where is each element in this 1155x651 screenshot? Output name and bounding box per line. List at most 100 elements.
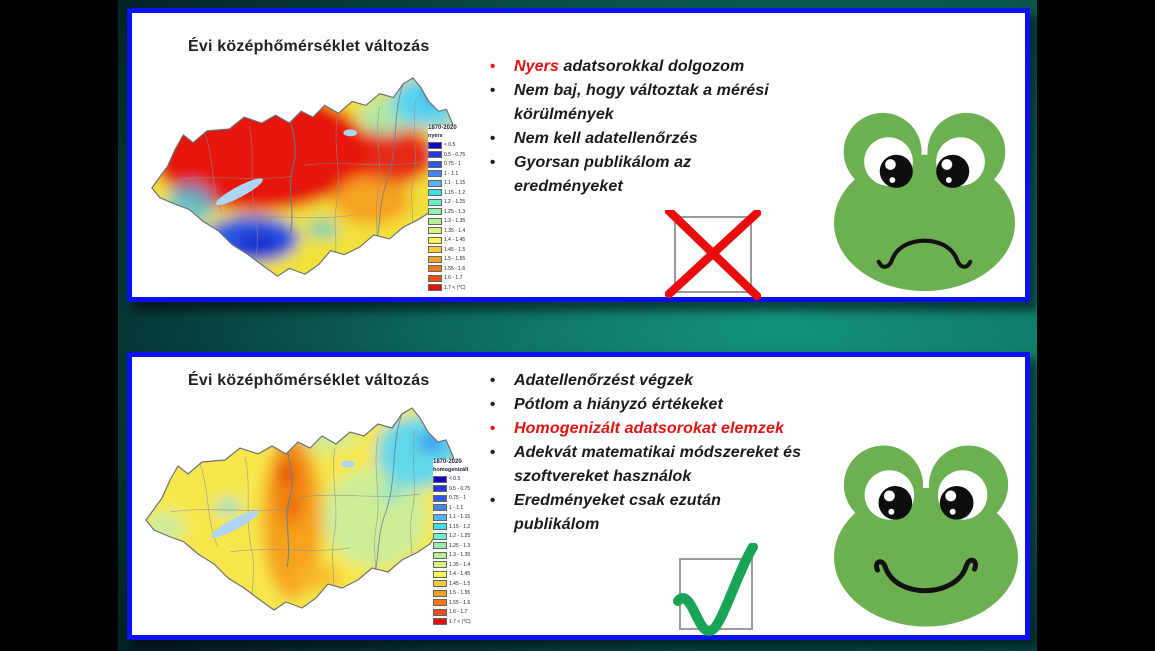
bullet-item: • Pótlom a hiányzó értékeket xyxy=(490,393,795,417)
bullet-item: • Homogenizált adatsorokat elemzek xyxy=(490,417,795,441)
sad-frog-icon xyxy=(832,110,1017,292)
bullet-text: Nyers adatsorokkal dolgozom xyxy=(514,55,744,79)
legend-swatch xyxy=(428,141,442,149)
legend-swatch xyxy=(433,494,447,502)
legend-swatch xyxy=(428,170,442,178)
legend-row: 0.5 - 0.75 xyxy=(428,150,488,160)
legend-swatch xyxy=(428,274,442,282)
legend-swatch xyxy=(428,151,442,159)
legend-row: 1.2 - 1.25 xyxy=(433,531,493,541)
legend-row: 1.3 - 1.35 xyxy=(433,550,493,560)
legend-row: 1.1 - 1.15 xyxy=(428,178,488,188)
legend-label: 1.3 - 1.35 xyxy=(444,218,466,224)
bullet-text: Eredményeket csak ezután publikálom xyxy=(514,489,721,537)
bullet-item: • Nem kell adatellenőrzés xyxy=(490,127,795,151)
legend-label: 0.5 - 0.75 xyxy=(444,151,466,158)
bullet-line: publikálom xyxy=(514,513,721,537)
legend-swatch xyxy=(433,608,447,616)
legend-row: 1.6 - 1.7 xyxy=(433,607,493,617)
legend-label: 1.15 - 1.2 xyxy=(444,189,466,196)
legend-label: 1.15 - 1.2 xyxy=(449,523,471,530)
happy-frog-face xyxy=(833,445,1019,627)
bullet-marker: • xyxy=(490,58,496,75)
bullet-text: Homogenizált adatsorokat elemzek xyxy=(514,417,784,441)
legend-row: 1.5 - 1.55 xyxy=(433,588,493,598)
bullet-item: • Nyers adatsorokkal dolgozom xyxy=(490,55,795,79)
legend-row: 1.25 - 1.3 xyxy=(433,541,493,551)
bullet-segment: Pótlom a hiányzó értékeket xyxy=(514,396,723,413)
bullet-line: körülmények xyxy=(514,103,769,127)
map-legend: 1870-2020 nyers < 0.5 0.5 - 0.75 0.75 - 1 1… xyxy=(428,125,488,293)
bullet-item: • Eredményeket csak ezután publikálom xyxy=(490,489,795,537)
bullet-item: • Gyorsan publikálom az eredményeket xyxy=(490,151,795,199)
bullet-segment: Gyorsan publikálom az xyxy=(514,154,692,171)
legend-label: 1.1 - 1.15 xyxy=(449,514,471,520)
legend-row: 1.25 - 1.3 xyxy=(428,207,488,217)
bullet-list: • Nyers adatsorokkal dolgozom • Nem baj, ho… xyxy=(490,55,795,199)
legend-label: 1.35 - 1.4 xyxy=(444,227,466,234)
legend-row: 1.7 < (°C) xyxy=(428,283,488,293)
legend-swatch xyxy=(428,236,442,244)
legend-scale: < 0.5 0.5 - 0.75 0.75 - 1 1 - 1.1 1.1 - 1.15… xyxy=(428,140,488,292)
legend-swatch xyxy=(433,475,447,483)
bullet-line: Pótlom a hiányzó értékeket xyxy=(514,393,723,417)
bullet-segment: Eredményeket csak ezután xyxy=(514,492,721,509)
bullet-item: • Adekvát matematikai módszereket és szoft… xyxy=(490,441,801,489)
cross-icon xyxy=(664,206,762,301)
legend-label: 1.45 - 1.5 xyxy=(449,580,471,587)
panel-homogenized-workflow: Évi középhőmérséklet változás xyxy=(127,352,1030,640)
legend-row: 1.5 - 1.55 xyxy=(428,254,488,264)
legend-label: 0.5 - 0.75 xyxy=(449,485,471,492)
bullet-segment: eredményeket xyxy=(514,178,623,195)
county-borders xyxy=(175,99,421,269)
bullet-text: Adekvát matematikai módszereket és szoftv… xyxy=(514,441,801,489)
legend-label: 1 - 1.1 xyxy=(444,170,459,177)
check-box xyxy=(668,542,768,636)
legend-label: 1.2 - 1.25 xyxy=(449,533,471,539)
bullet-text: Nem baj, hogy változtak a mérési körülmén… xyxy=(514,79,769,127)
bullet-line: Nem baj, hogy változtak a mérési xyxy=(514,79,769,103)
legend-swatch xyxy=(433,542,447,550)
legend-swatch xyxy=(433,513,447,521)
bullet-text: Gyorsan publikálom az eredményeket xyxy=(514,151,691,199)
bullet-line: Nem kell adatellenőrzés xyxy=(514,127,698,151)
bullet-line: Homogenizált adatsorokat elemzek xyxy=(514,417,784,441)
slide-background: Évi középhőmérséklet változás xyxy=(118,0,1037,651)
bullet-line: Adekvát matematikai módszereket és xyxy=(514,441,801,465)
legend-row: 0.75 - 1 xyxy=(428,159,488,169)
legend-row: 0.75 - 1 xyxy=(433,493,493,503)
legend-row: 1.55 - 1.6 xyxy=(433,598,493,608)
bullet-line: Nyers adatsorokkal dolgozom xyxy=(514,55,744,79)
bullet-segment: szoftvereket használok xyxy=(514,468,692,485)
sad-frog-face xyxy=(833,112,1016,292)
legend-row: 1.55 - 1.6 xyxy=(428,264,488,274)
bullet-text: Nem kell adatellenőrzés xyxy=(514,127,698,151)
map-title: Évi középhőmérséklet változás xyxy=(188,372,430,389)
bullet-segment: adatsorokkal dolgozom xyxy=(558,58,745,75)
bullet-item: • Adatellenőrzést végzek xyxy=(490,369,795,393)
frown-mouth xyxy=(876,238,973,269)
legend-row: 1.4 - 1.45 xyxy=(433,569,493,579)
legend-row: 1.45 - 1.5 xyxy=(428,245,488,255)
legend-swatch xyxy=(428,198,442,206)
legend-row: 1.3 - 1.35 xyxy=(428,216,488,226)
bullet-line: eredményeket xyxy=(514,175,691,199)
legend-row: 1.35 - 1.4 xyxy=(433,560,493,570)
legend-row: 1.2 - 1.25 xyxy=(428,197,488,207)
legend-row: 1.4 - 1.45 xyxy=(428,235,488,245)
bullet-marker: • xyxy=(490,154,496,171)
legend-label: 1.25 - 1.3 xyxy=(444,208,466,215)
legend-swatch xyxy=(433,580,447,588)
bullet-line: Gyorsan publikálom az xyxy=(514,151,691,175)
legend-swatch xyxy=(433,589,447,597)
bullet-segment: Adatellenőrzést végzek xyxy=(514,372,694,389)
bullet-segment: körülmények xyxy=(514,106,614,123)
bullet-marker: • xyxy=(490,396,496,413)
bullet-marker: • xyxy=(490,82,496,99)
legend-label: 1.5 - 1.55 xyxy=(444,256,466,262)
bullet-segment: Adekvát matematikai módszereket és xyxy=(514,444,802,461)
panel-raw-workflow: Évi középhőmérséklet változás xyxy=(127,8,1030,302)
bullet-segment: Homogenizált adatsorokat elemzek xyxy=(514,420,784,437)
legend-dataset: homogenizált xyxy=(433,466,469,473)
